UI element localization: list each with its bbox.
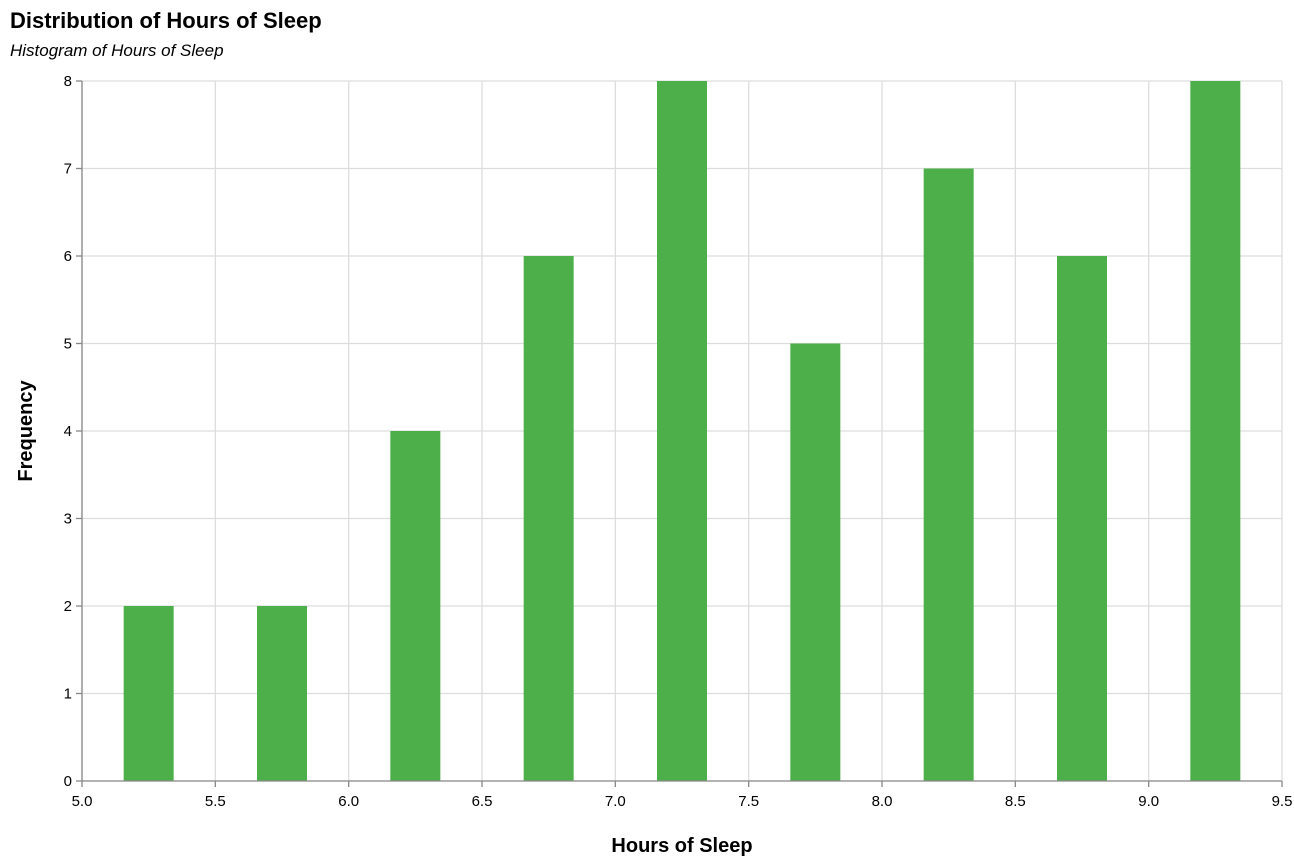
bars (123, 81, 1241, 781)
histogram-bar (257, 606, 307, 781)
x-tick-label: 5.0 (72, 793, 93, 810)
x-tick-label: 6.0 (338, 793, 359, 810)
x-tick-label: 6.5 (472, 793, 493, 810)
y-tick-label: 5 (64, 336, 72, 353)
x-tick-label: 7.0 (605, 793, 626, 810)
y-tick-label: 6 (64, 248, 72, 265)
axes: 0 1 2 3 4 5 6 7 8 5.0 5.5 6.0 6.5 7.0 7.5 8.0 8.5 9.0 9.5 (64, 73, 1293, 810)
histogram-bar (123, 606, 174, 781)
x-tick-label: 9.5 (1272, 793, 1293, 810)
histogram-bar (923, 168, 974, 781)
y-axis-title: Frequency (15, 380, 37, 482)
histogram-bar (523, 256, 574, 781)
histogram-bar (657, 81, 707, 781)
histogram-bar (1057, 256, 1107, 781)
chart-title: Distribution of Hours of Sleep (10, 8, 322, 33)
x-tick-label: 8.0 (872, 793, 893, 810)
y-tick-label: 7 (64, 161, 72, 178)
y-tick-label: 8 (64, 73, 72, 90)
x-tick-label: 7.5 (738, 793, 759, 810)
chart-subtitle: Histogram of Hours of Sleep (10, 41, 224, 60)
histogram-bar (390, 431, 441, 781)
x-tick-label: 5.5 (205, 793, 226, 810)
y-tick-label: 4 (64, 423, 72, 440)
x-tick-label: 9.0 (1138, 793, 1159, 810)
y-tick-label: 3 (64, 511, 72, 528)
y-tick-label: 2 (64, 598, 72, 615)
x-tick-label: 8.5 (1005, 793, 1026, 810)
y-tick-label: 0 (64, 773, 72, 790)
x-axis-title: Hours of Sleep (611, 835, 752, 857)
histogram-bar (1190, 81, 1241, 781)
y-tick-label: 1 (64, 686, 72, 703)
histogram-bar (790, 343, 841, 781)
